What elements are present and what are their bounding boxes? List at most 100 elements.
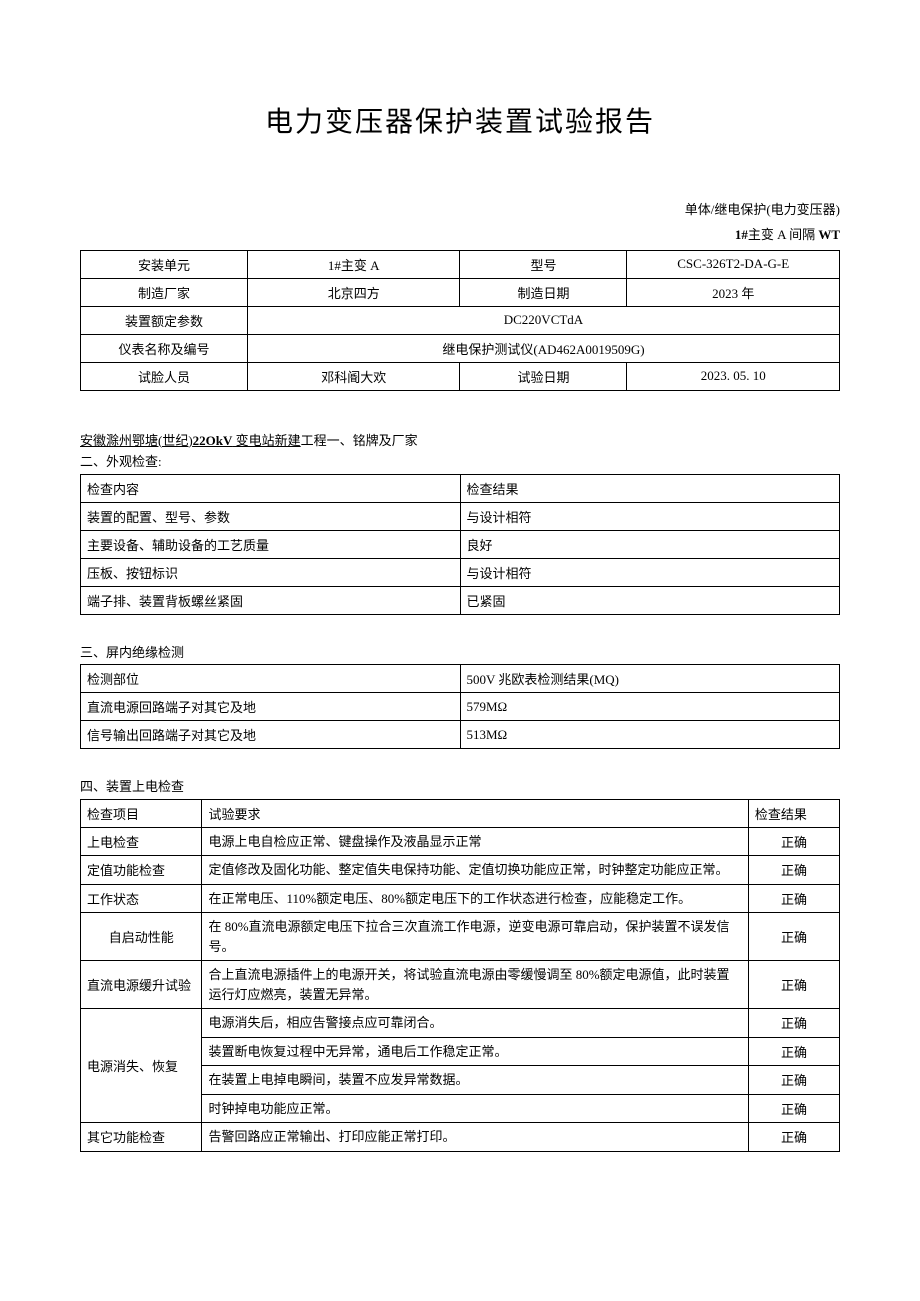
cell: 端子排、装置背板螺丝紧固 (81, 586, 461, 614)
cell-req: 在装置上电掉电瞬间，装置不应发异常数据。 (202, 1066, 748, 1095)
cell-item: 定值功能检查 (81, 856, 202, 885)
meta-line2-suffix: WT (815, 227, 840, 242)
section3-title: 三、屏内绝缘检测 (80, 643, 840, 663)
cell-result: 正确 (748, 827, 839, 856)
cell-value: 2023. 05. 10 (627, 362, 840, 390)
cell-label: 安装单元 (81, 250, 248, 278)
cell-result: 正确 (748, 1066, 839, 1095)
cell-result: 正确 (748, 1009, 839, 1038)
section1-a: 安徽滁州鄂塘(世纪) (80, 433, 193, 448)
cell: 良好 (460, 530, 840, 558)
table-row: 直流电源缓升试验 合上直流电源插件上的电源开关，将试验直流电源由零缓慢调至 80… (81, 961, 840, 1009)
cell-result: 正确 (748, 1123, 839, 1152)
section4-title: 四、装置上电检查 (80, 777, 840, 797)
table-row: 压板、按钮标识与设计相符 (81, 558, 840, 586)
cell-value: 1#主变 A (247, 250, 460, 278)
table-row: 试脸人员 邓科阍大欢 试验日期 2023. 05. 10 (81, 362, 840, 390)
meta-line2-prefix: 1# (735, 227, 748, 242)
section1-d: 工程一、铭牌及厂家 (301, 433, 418, 448)
col-header: 检查结果 (748, 799, 839, 827)
insulation-table: 检测部位 500V 兆欧表检测结果(MQ) 直流电源回路端子对其它及地579MΩ… (80, 664, 840, 749)
table-row: 电源消失、恢复 电源消失后，相应告警接点应可靠闭合。 正确 (81, 1009, 840, 1038)
section1-c: 变电站新建 (232, 433, 300, 448)
cell-label: 型号 (460, 250, 627, 278)
cell-result: 正确 (748, 1094, 839, 1123)
table-row: 定值功能检查 定值修改及固化功能、整定值失电保持功能、定值切换功能应正常，时钟整… (81, 856, 840, 885)
cell-req: 电源上电自检应正常、键盘操作及液晶显示正常 (202, 827, 748, 856)
cell-item: 直流电源缓升试验 (81, 961, 202, 1009)
section2-title: 二、外观检查: (80, 452, 840, 472)
table-row: 装置额定参数 DC220VCTdA (81, 306, 840, 334)
cell-value: DC220VCTdA (247, 306, 839, 334)
cell: 与设计相符 (460, 558, 840, 586)
cell-value: 邓科阍大欢 (247, 362, 460, 390)
table-row: 装置的配置、型号、参数与设计相符 (81, 502, 840, 530)
cell-req: 定值修改及固化功能、整定值失电保持功能、定值切换功能应正常，时钟整定功能应正常。 (202, 856, 748, 885)
cell-label: 试脸人员 (81, 362, 248, 390)
cell-item: 电源消失、恢复 (81, 1009, 202, 1123)
cell-result: 正确 (748, 856, 839, 885)
cell-label: 试验日期 (460, 362, 627, 390)
table-row: 制造厂家 北京四方 制造日期 2023 年 (81, 278, 840, 306)
table-row: 主要设备、辅助设备的工艺质量良好 (81, 530, 840, 558)
col-header: 试验要求 (202, 799, 748, 827)
table-row: 工作状态 在正常电压、110%额定电压、80%额定电压下的工作状态进行检查，应能… (81, 884, 840, 913)
section1-title: 安徽滁州鄂塘(世纪)22OkV 变电站新建工程一、铭牌及厂家 (80, 431, 840, 451)
cell: 装置的配置、型号、参数 (81, 502, 461, 530)
col-header: 检查结果 (460, 474, 840, 502)
cell-req: 合上直流电源插件上的电源开关，将试验直流电源由零缓慢调至 80%额定电源值，此时… (202, 961, 748, 1009)
table-row: 直流电源回路端子对其它及地579MΩ (81, 693, 840, 721)
col-header: 检查项目 (81, 799, 202, 827)
appearance-table: 检查内容 检查结果 装置的配置、型号、参数与设计相符 主要设备、辅助设备的工艺质… (80, 474, 840, 615)
poweron-table: 检查项目 试验要求 检查结果 上电检查 电源上电自检应正常、键盘操作及液晶显示正… (80, 799, 840, 1152)
cell: 主要设备、辅助设备的工艺质量 (81, 530, 461, 558)
cell-label: 制造日期 (460, 278, 627, 306)
cell: 信号输出回路端子对其它及地 (81, 721, 461, 749)
table-row: 检查内容 检查结果 (81, 474, 840, 502)
table-row: 端子排、装置背板螺丝紧固已紧固 (81, 586, 840, 614)
cell-result: 正确 (748, 1037, 839, 1066)
table-row: 检测部位 500V 兆欧表检测结果(MQ) (81, 665, 840, 693)
cell-req: 在 80%直流电源额定电压下拉合三次直流工作电源，逆变电源可靠启动，保护装置不误… (202, 913, 748, 961)
col-header: 检测部位 (81, 665, 461, 693)
meta-line1: 单体/继电保护(电力变压器) (80, 200, 840, 221)
cell-result: 正确 (748, 913, 839, 961)
cell-result: 正确 (748, 884, 839, 913)
table-row: 其它功能检查 告警回路应正常输出、打印应能正常打印。 正确 (81, 1123, 840, 1152)
cell-item: 上电检查 (81, 827, 202, 856)
cell-req: 在正常电压、110%额定电压、80%额定电压下的工作状态进行检查，应能稳定工作。 (202, 884, 748, 913)
cell: 与设计相符 (460, 502, 840, 530)
table-row: 上电检查 电源上电自检应正常、键盘操作及液晶显示正常 正确 (81, 827, 840, 856)
cell: 压板、按钮标识 (81, 558, 461, 586)
meta-line2-mid: 主变 A 间隔 (748, 227, 815, 242)
cell-result: 正确 (748, 961, 839, 1009)
cell-value: 北京四方 (247, 278, 460, 306)
cell-label: 仪表名称及编号 (81, 334, 248, 362)
cell-label: 制造厂家 (81, 278, 248, 306)
info-table: 安装单元 1#主变 A 型号 CSC-326T2-DA-G-E 制造厂家 北京四… (80, 250, 840, 391)
col-header: 检查内容 (81, 474, 461, 502)
cell: 已紧固 (460, 586, 840, 614)
cell-req: 电源消失后，相应告警接点应可靠闭合。 (202, 1009, 748, 1038)
cell: 513MΩ (460, 721, 840, 749)
cell-item: 工作状态 (81, 884, 202, 913)
table-row: 自启动性能 在 80%直流电源额定电压下拉合三次直流工作电源，逆变电源可靠启动，… (81, 913, 840, 961)
cell-value: CSC-326T2-DA-G-E (627, 250, 840, 278)
cell-item: 自启动性能 (81, 913, 202, 961)
meta-line2: 1#主变 A 间隔 WT (80, 225, 840, 246)
table-row: 信号输出回路端子对其它及地513MΩ (81, 721, 840, 749)
section1-b: 22OkV (193, 433, 233, 448)
table-row: 仪表名称及编号 继电保护测试仪(AD462A0019509G) (81, 334, 840, 362)
cell-req: 装置断电恢复过程中无异常，通电后工作稳定正常。 (202, 1037, 748, 1066)
table-row: 检查项目 试验要求 检查结果 (81, 799, 840, 827)
cell-item: 其它功能检查 (81, 1123, 202, 1152)
cell-req: 告警回路应正常输出、打印应能正常打印。 (202, 1123, 748, 1152)
cell-value: 继电保护测试仪(AD462A0019509G) (247, 334, 839, 362)
cell-label: 装置额定参数 (81, 306, 248, 334)
cell: 579MΩ (460, 693, 840, 721)
report-title: 电力变压器保护装置试验报告 (80, 100, 840, 140)
table-row: 安装单元 1#主变 A 型号 CSC-326T2-DA-G-E (81, 250, 840, 278)
cell-req: 时钟掉电功能应正常。 (202, 1094, 748, 1123)
cell: 直流电源回路端子对其它及地 (81, 693, 461, 721)
col-header: 500V 兆欧表检测结果(MQ) (460, 665, 840, 693)
